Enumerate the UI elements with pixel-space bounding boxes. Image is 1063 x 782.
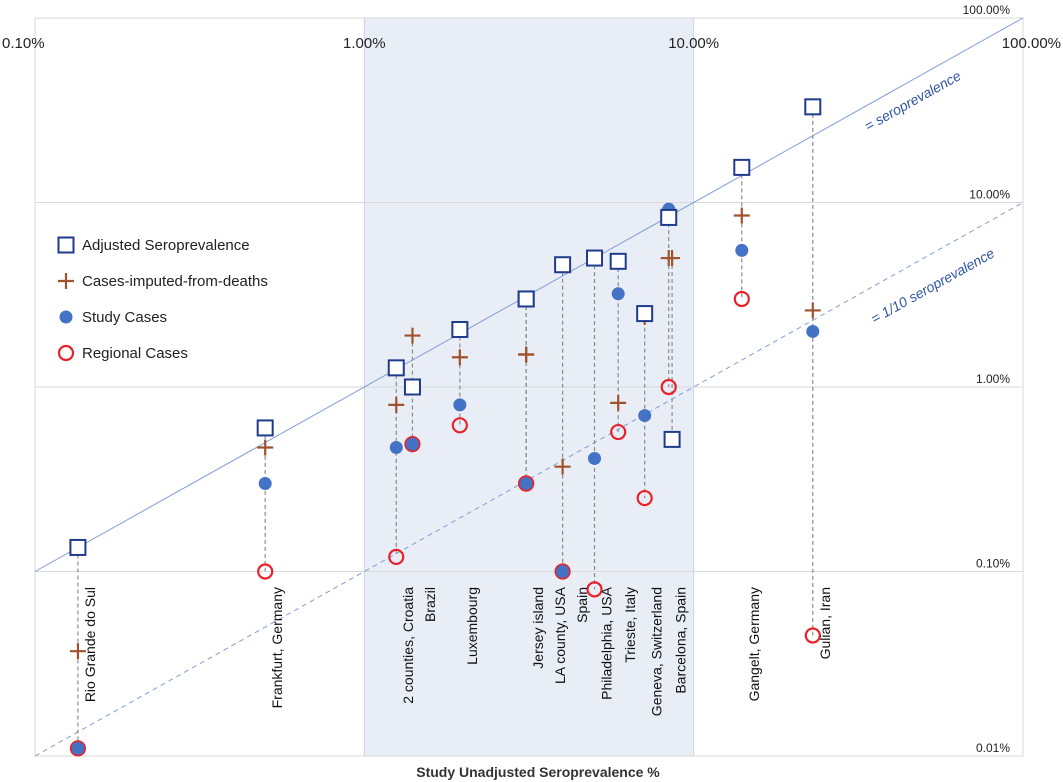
y-tick-label: 1.00%: [976, 372, 1010, 386]
adjusted-seroprevalence-point: [554, 256, 572, 274]
location-label: Trieste, Italy: [622, 587, 638, 663]
adjusted-seroprevalence-point: [663, 430, 681, 448]
y-tick-label: 10.00%: [969, 188, 1010, 202]
data-marks: [69, 98, 822, 757]
study-cases-point: [556, 565, 570, 578]
regional-cases-point: [586, 581, 603, 598]
study-cases-point: [405, 437, 419, 451]
location-label: Brazil: [422, 587, 438, 622]
cases-imputed-from-deaths-point: [58, 273, 74, 289]
y-tick-label: 0.10%: [976, 557, 1010, 571]
adjusted-seroprevalence-point: [69, 538, 87, 556]
cases-imputed-from-deaths-point: [257, 439, 274, 456]
regional-cases-point: [610, 423, 627, 441]
adjusted-seroprevalence-point: [660, 208, 678, 226]
axis-ticks: 0.01% 0.10% 1.00% 10.00% 100.00% 0.10% 1.00% 10…: [2, 3, 1061, 755]
adjusted-seroprevalence-point: [517, 290, 535, 308]
adjusted-seroprevalence-point: [403, 378, 421, 396]
cases-imputed-from-deaths-point: [69, 643, 86, 660]
location-label: Rio Grande do Sul: [82, 587, 98, 702]
x-tick-label: 10.00%: [668, 35, 719, 52]
regional-cases-point: [636, 489, 653, 507]
cases-imputed-from-deaths-point: [554, 458, 571, 475]
study-cases-point: [453, 398, 467, 412]
adjusted-seroprevalence-point: [256, 419, 274, 437]
location-label: Philadelphia, USA: [599, 586, 615, 700]
regional-cases-point: [518, 475, 535, 492]
location-label: Gulian, Iran: [817, 587, 833, 659]
study-cases-point: [588, 451, 602, 465]
location-label: LA county, USA: [552, 586, 568, 684]
study-cases-point: [611, 287, 625, 301]
y-tick-label: 0.01%: [976, 741, 1010, 755]
legend: Adjusted Seroprevalence Cases-imputed-fro…: [50, 228, 335, 368]
study-cases-point: [389, 440, 403, 454]
cases-imputed-from-deaths-point: [404, 327, 421, 344]
x-axis-label: Study Unadjusted Seroprevalence %: [416, 764, 660, 780]
location-label: Frankfurt, Germany: [269, 587, 285, 708]
location-label: Jersey island: [530, 587, 546, 669]
regional-cases-point: [388, 548, 405, 565]
adjusted-seroprevalence-point: [586, 249, 604, 267]
location-label: Gangelt, Germany: [746, 587, 762, 701]
regional-cases-point: [69, 740, 87, 757]
cases-imputed-from-deaths-point: [518, 346, 535, 363]
legend-label: Study Cases: [82, 309, 167, 326]
cases-imputed-from-deaths-point: [610, 394, 627, 411]
study-cases-point: [71, 741, 85, 755]
study-cases-point: [638, 409, 652, 423]
location-label: Geneva, Switzerland: [649, 587, 665, 716]
regional-cases-point: [733, 290, 750, 308]
cases-imputed-from-deaths-point: [451, 349, 468, 366]
study-cases-point: [59, 310, 73, 324]
location-labels: Rio Grande do Sul Frankfurt, Germany 2 cou…: [82, 586, 833, 716]
legend-label: Regional Cases: [82, 345, 188, 362]
study-cases-point: [806, 324, 820, 338]
legend-label: Cases-imputed-from-deaths: [82, 273, 268, 290]
study-cases-point: [519, 476, 533, 490]
regional-cases-point: [404, 436, 421, 453]
regional-cases-point: [57, 344, 75, 362]
location-label: 2 counties, Croatia: [400, 587, 416, 704]
legend-label: Adjusted Seroprevalence: [82, 237, 250, 254]
adjusted-seroprevalence-point: [609, 252, 627, 270]
study-cases-point: [735, 243, 749, 257]
adjusted-seroprevalence-point: [387, 359, 405, 377]
x-tick-label: 100.00%: [1002, 35, 1061, 52]
adjusted-seroprevalence-point: [733, 158, 751, 176]
adjusted-seroprevalence-point: [804, 98, 822, 116]
legend-background: [50, 228, 335, 368]
regional-cases-point: [451, 417, 468, 434]
adjusted-seroprevalence-point: [57, 236, 75, 254]
x-tick-label: 0.10%: [2, 35, 45, 52]
cases-imputed-from-deaths-point: [733, 207, 750, 224]
y-tick-label: 100.00%: [963, 3, 1011, 17]
location-label: Luxembourg: [464, 587, 480, 665]
cases-imputed-from-deaths-point: [804, 302, 821, 319]
cases-imputed-from-deaths-point: [388, 396, 405, 413]
regional-cases-point: [660, 378, 677, 396]
location-label: Barcelona, Spain: [673, 587, 689, 694]
regional-cases-point: [257, 563, 274, 580]
adjusted-seroprevalence-point: [636, 305, 654, 323]
cases-imputed-from-deaths-point: [664, 250, 681, 267]
x-tick-label: 1.00%: [343, 35, 386, 52]
gridlines: [35, 17, 1023, 757]
location-label: Spain: [574, 587, 590, 623]
regional-cases-point: [804, 627, 821, 644]
adjusted-seroprevalence-point: [451, 320, 469, 338]
study-cases-point: [258, 476, 272, 490]
regional-cases-point: [554, 563, 571, 580]
